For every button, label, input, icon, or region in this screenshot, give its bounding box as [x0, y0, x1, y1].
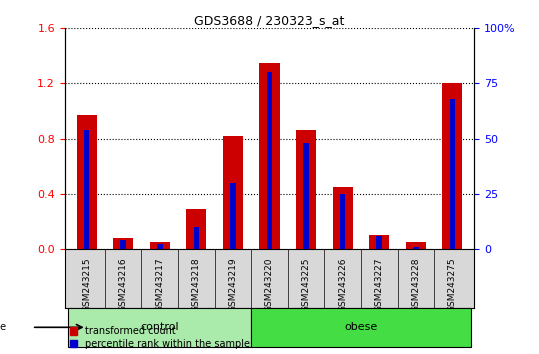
Text: GSM243228: GSM243228 [411, 258, 420, 312]
Bar [413, 247, 419, 249]
Bar [194, 227, 199, 249]
Text: GSM243218: GSM243218 [192, 258, 201, 312]
Text: GSM243219: GSM243219 [229, 258, 237, 312]
Bar [223, 136, 243, 249]
Bar [267, 73, 272, 249]
Bar [150, 242, 170, 249]
Bar [303, 143, 309, 249]
Bar [120, 240, 126, 249]
Text: GSM243227: GSM243227 [375, 258, 384, 312]
Text: obese: obese [344, 322, 377, 332]
Text: GSM243225: GSM243225 [302, 258, 310, 312]
Bar [406, 242, 426, 249]
Legend: transformed count, percentile rank within the sample: transformed count, percentile rank withi… [70, 326, 250, 349]
Bar [84, 130, 89, 249]
Text: GSM243275: GSM243275 [448, 258, 457, 312]
Bar [157, 245, 163, 249]
Bar [259, 63, 280, 249]
Text: GSM243216: GSM243216 [119, 258, 128, 312]
Bar [369, 235, 389, 249]
Bar [68, 308, 251, 347]
Bar [333, 187, 353, 249]
Bar [77, 115, 96, 249]
Bar [230, 183, 236, 249]
Bar [186, 209, 206, 249]
Bar [340, 194, 345, 249]
Text: GSM243220: GSM243220 [265, 258, 274, 312]
Bar [113, 238, 133, 249]
Text: GSM243226: GSM243226 [338, 258, 347, 312]
Bar [376, 236, 382, 249]
Text: GSM243215: GSM243215 [82, 258, 91, 312]
Text: control: control [141, 322, 179, 332]
Title: GDS3688 / 230323_s_at: GDS3688 / 230323_s_at [195, 14, 344, 27]
Text: disease state: disease state [0, 322, 6, 332]
Bar [296, 130, 316, 249]
Bar [450, 99, 455, 249]
Text: GSM243217: GSM243217 [155, 258, 164, 312]
Bar [251, 308, 471, 347]
Bar [443, 84, 462, 249]
